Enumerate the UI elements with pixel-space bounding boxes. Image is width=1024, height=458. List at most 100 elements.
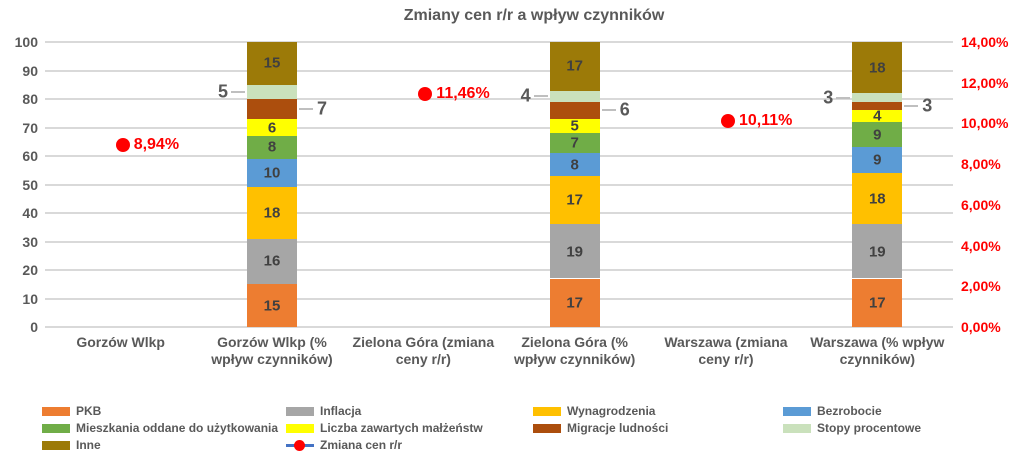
- x-axis-category-label: Zielona Góra (zmiana ceny r/r): [352, 334, 495, 367]
- legend-item: Mieszkania oddane do użytkowania: [42, 421, 278, 435]
- legend-item-label: Inne: [76, 438, 101, 452]
- bar-segment-label: 15: [263, 54, 281, 72]
- legend-item: Bezrobocie: [783, 404, 882, 418]
- callout-leader-line: [601, 109, 616, 112]
- bar-segment-callout-label: 7: [317, 98, 328, 119]
- bar-segment: [247, 84, 297, 100]
- legend-dot-icon: [294, 439, 305, 451]
- bar-segment-callout-label: 5: [217, 81, 228, 102]
- x-axis-category-label: Zielona Góra (% wpływ czynników): [513, 334, 636, 367]
- bar-segment: [852, 173, 903, 225]
- bar-segment-label: 19: [566, 243, 584, 260]
- gridline: [45, 126, 953, 129]
- legend-item: Zmiana cen r/r: [286, 438, 402, 452]
- bar-segment-label: 5: [570, 117, 579, 135]
- legend-item-label: PKB: [76, 404, 102, 418]
- legend-item-label: Wynagrodzenia: [567, 404, 656, 418]
- legend-item: Wynagrodzenia: [533, 404, 655, 418]
- legend-swatch-icon: [286, 406, 314, 416]
- y-axis-tick-label: 40: [22, 205, 38, 221]
- bar-segment: [549, 101, 600, 119]
- legend-item: Inflacja: [286, 404, 361, 418]
- y-axis-tick-label: 100: [14, 34, 38, 50]
- bar-segment: [549, 224, 600, 279]
- bar-segment: [549, 42, 600, 91]
- bar-segment: [852, 101, 903, 111]
- bar-segment: [549, 133, 600, 154]
- legend-line-dot-icon: [286, 439, 314, 452]
- legend-item-label: Mieszkania oddane do użytkowania: [76, 421, 279, 435]
- legend-item: Stopy procentowe: [783, 421, 921, 435]
- legend-item-label: Bezrobocie: [817, 404, 882, 418]
- chart-title: Zmiany cen r/r a wpływ czynników: [403, 7, 665, 24]
- bar-segment-label: 18: [263, 204, 281, 222]
- bar-segment: [247, 284, 297, 328]
- legend-item-label: Zmiana cen r/r: [320, 438, 403, 452]
- callout-leader-line: [533, 95, 548, 98]
- legend-swatch-icon: [783, 406, 811, 416]
- data-point-label: 8,94%: [133, 136, 180, 153]
- bar-segment: [549, 175, 600, 225]
- x-axis-category-label: Gorzów Wlkp: [76, 334, 165, 350]
- bar-segment: [549, 90, 600, 102]
- y-axis-tick-label: 50: [22, 176, 38, 193]
- gridline: [45, 41, 953, 43]
- secondary-y-axis-tick-label: 0,00%: [961, 319, 1001, 335]
- x-axis-category-label: Gorzów Wlkp (% wpływ czynników): [211, 334, 333, 367]
- bar-segment-label: 17: [566, 191, 584, 209]
- legend-swatch-icon: [533, 423, 561, 433]
- bar-segment-callout-label: 3: [922, 95, 933, 116]
- bar-segment-label: 18: [868, 59, 886, 77]
- legend-item: Inne: [42, 438, 101, 452]
- bar-segment: [852, 278, 903, 328]
- callout-leader-line: [836, 96, 851, 99]
- bar-segment-label: 8: [267, 138, 277, 156]
- secondary-y-axis-tick-label: 12,00%: [961, 74, 1009, 91]
- bar-segment-label: 4: [873, 107, 882, 125]
- gridline: [45, 326, 953, 328]
- gridline: [45, 69, 953, 72]
- legend-item-label: Migracje ludności: [567, 421, 669, 435]
- bar-segment: [852, 93, 903, 102]
- secondary-y-axis-tick-label: 14,00%: [961, 34, 1009, 50]
- bar-segment-label: 9: [873, 151, 882, 169]
- x-axis-category-label: Warszawa (zmiana ceny r/r): [664, 334, 788, 367]
- bar-segment-label: 17: [566, 57, 584, 75]
- legend-swatch-icon: [286, 423, 314, 433]
- bar-segment-label: 6: [267, 119, 277, 136]
- gridline: [45, 269, 953, 271]
- data-point-marker: [418, 86, 433, 101]
- bar-segment-label: 10: [263, 164, 281, 182]
- bar-segment: [852, 147, 903, 174]
- callout-leader-line: [299, 108, 313, 110]
- bar-segment: [247, 238, 297, 285]
- bar-segment-label: 8: [570, 156, 579, 174]
- gridline: [45, 155, 953, 157]
- gridline: [45, 212, 953, 214]
- bar-segment-label: 17: [868, 294, 886, 312]
- bar-segment: [549, 118, 600, 134]
- bar-segment-callout-label: 3: [823, 87, 834, 108]
- legend-swatch-icon: [533, 406, 561, 416]
- secondary-y-axis-tick-label: 2,00%: [961, 278, 1001, 295]
- y-axis-tick-label: 20: [22, 262, 38, 278]
- x-axis-category-label: Warszawa (% wpływ czynników): [810, 334, 945, 367]
- y-axis-tick-label: 90: [22, 62, 38, 79]
- gridline: [45, 183, 953, 186]
- bar-segment: [247, 136, 297, 159]
- y-axis-tick-label: 70: [22, 119, 38, 136]
- bar-segment-label: 15: [263, 297, 281, 315]
- bar-segment-callout-label: 4: [520, 85, 531, 106]
- bar-segment-label: 17: [566, 294, 584, 312]
- secondary-y-axis-tick-label: 6,00%: [961, 196, 1001, 213]
- bar-segment-callout-label: 6: [619, 99, 630, 120]
- legend-swatch-icon: [783, 423, 811, 433]
- secondary-y-axis-tick-label: 4,00%: [961, 237, 1001, 254]
- bar-segment: [247, 42, 297, 85]
- secondary-y-axis-tick-label: 10,00%: [961, 115, 1009, 132]
- legend-item: Migracje ludności: [533, 421, 668, 435]
- y-axis-tick-label: 30: [22, 233, 38, 250]
- bar-segment: [852, 110, 903, 122]
